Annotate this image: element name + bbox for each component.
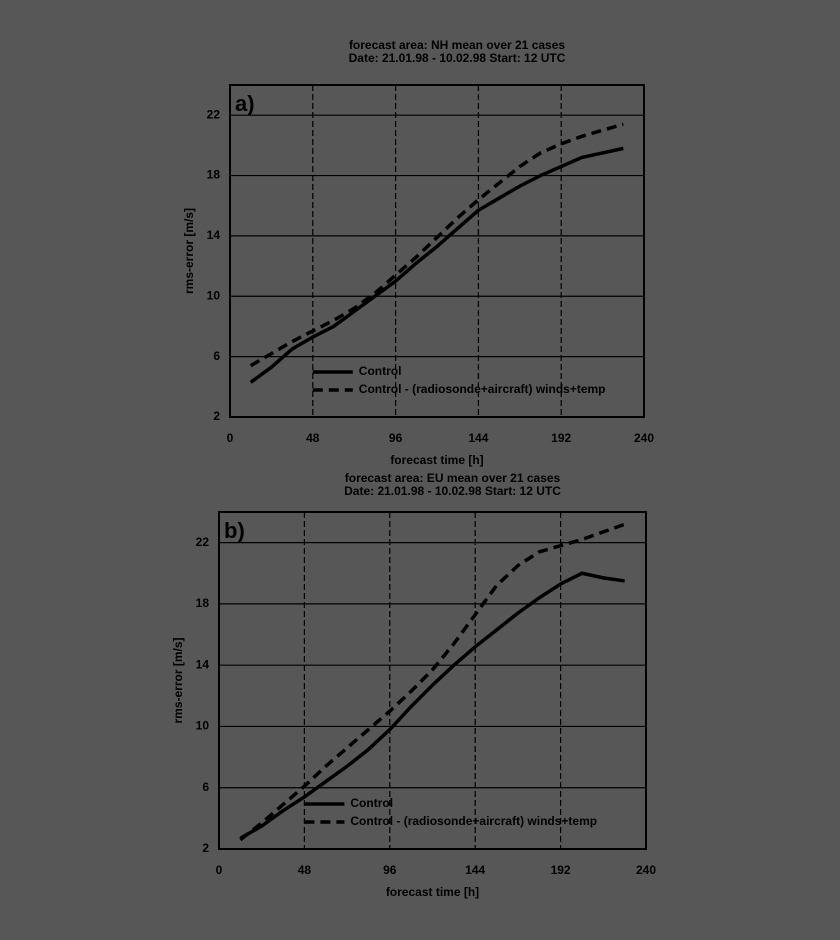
legend-label: Control - (radiosonde+aircraft) winds+te… bbox=[350, 814, 597, 828]
x-tick-label: 0 bbox=[227, 431, 234, 445]
y-tick-label: 22 bbox=[207, 107, 221, 121]
x-tick-label: 240 bbox=[636, 863, 656, 877]
plot-area bbox=[218, 511, 647, 850]
y-tick-label: 6 bbox=[202, 780, 209, 794]
chart-subtitle: Date: 21.01.98 - 10.02.98 Start: 12 UTC bbox=[349, 51, 566, 65]
y-tick-label: 14 bbox=[207, 228, 221, 242]
x-tick-label: 240 bbox=[634, 431, 654, 445]
x-tick-label: 48 bbox=[306, 431, 320, 445]
y-tick-label: 18 bbox=[207, 168, 221, 182]
y-axis-label: rms-error [m/s] bbox=[182, 208, 196, 294]
chart-subtitle: Date: 21.01.98 - 10.02.98 Start: 12 UTC bbox=[344, 484, 561, 498]
data-line bbox=[249, 146, 624, 384]
panel-label: b) bbox=[224, 518, 245, 543]
x-tick-label: 0 bbox=[216, 863, 223, 877]
y-tick-label: 14 bbox=[196, 657, 210, 671]
x-axis-label: forecast time [h] bbox=[386, 885, 479, 899]
panel-label: a) bbox=[235, 91, 255, 116]
y-tick-label: 10 bbox=[196, 719, 210, 733]
y-tick-label: 2 bbox=[213, 409, 220, 423]
legend-label: Control - (radiosonde+aircraft) winds+te… bbox=[359, 382, 606, 396]
x-tick-label: 192 bbox=[551, 431, 571, 445]
x-tick-label: 96 bbox=[389, 431, 403, 445]
y-tick-label: 22 bbox=[196, 535, 210, 549]
x-tick-label: 96 bbox=[383, 863, 397, 877]
legend-label: Control bbox=[359, 364, 402, 378]
x-tick-label: 48 bbox=[298, 863, 312, 877]
chart-title: forecast area: EU mean over 21 cases bbox=[345, 471, 561, 485]
legend-label: Control bbox=[350, 796, 393, 810]
y-axis-label: rms-error [m/s] bbox=[171, 637, 185, 723]
x-tick-label: 192 bbox=[551, 863, 571, 877]
y-tick-label: 18 bbox=[196, 596, 210, 610]
x-axis-label: forecast time [h] bbox=[390, 453, 483, 467]
data-line bbox=[249, 122, 624, 368]
x-tick-label: 144 bbox=[468, 431, 488, 445]
x-tick-label: 144 bbox=[465, 863, 485, 877]
data-line bbox=[239, 522, 626, 842]
y-tick-label: 2 bbox=[202, 841, 209, 855]
data-line bbox=[239, 571, 625, 840]
y-tick-label: 10 bbox=[207, 288, 221, 302]
y-tick-label: 6 bbox=[213, 349, 220, 363]
chart-title: forecast area: NH mean over 21 cases bbox=[349, 38, 565, 52]
